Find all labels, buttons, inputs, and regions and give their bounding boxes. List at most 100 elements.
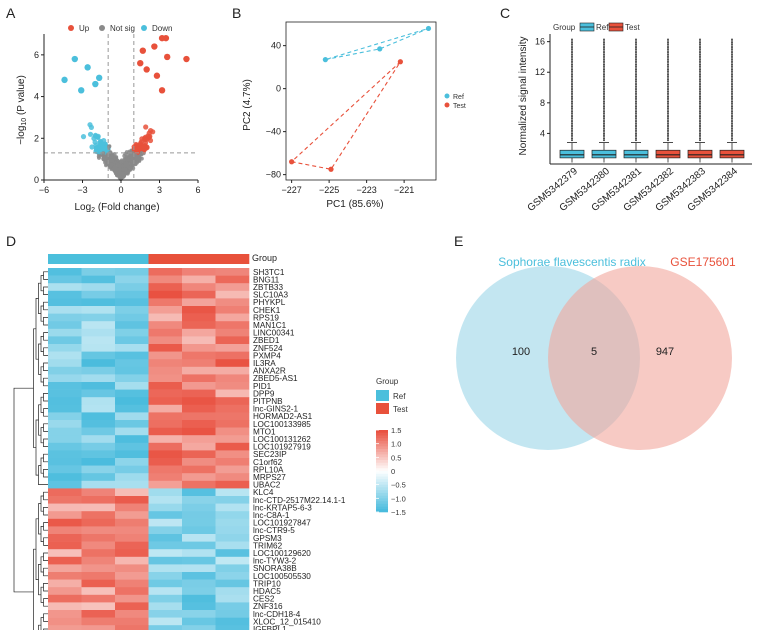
heatmap-cell xyxy=(81,518,116,527)
heatmap-cell xyxy=(115,458,149,466)
heatmap-cell xyxy=(182,290,216,299)
box-outlier xyxy=(603,83,605,86)
dendrogram-branch xyxy=(43,491,48,501)
heatmap-cell xyxy=(115,359,149,368)
dendrogram-branch xyxy=(43,423,48,432)
box-outlier xyxy=(731,48,733,51)
heatmap-cell xyxy=(81,511,116,520)
heatmap-cell xyxy=(215,534,250,542)
heatmap-cell xyxy=(148,351,183,360)
heatmap-cell xyxy=(115,526,149,535)
box-outlier xyxy=(699,115,701,118)
heatmap-cell xyxy=(48,435,82,444)
dendrogram-branch xyxy=(43,469,48,478)
heatmap-cell xyxy=(81,389,116,398)
box-outlier xyxy=(571,38,573,41)
box-outlier xyxy=(699,87,701,89)
box-outlier xyxy=(603,100,605,103)
box-outlier xyxy=(667,110,669,113)
box-outlier xyxy=(699,78,701,81)
pca-x-tick-label: −223 xyxy=(356,185,376,195)
heatmap-cell xyxy=(215,480,250,489)
box-outlier xyxy=(731,63,733,66)
dendrogram-branch xyxy=(40,495,44,512)
box-outlier xyxy=(667,75,669,78)
box-outlier xyxy=(699,72,701,74)
heatmap-cell xyxy=(115,572,149,580)
heatmap-scale-tick-label: 0 xyxy=(391,467,395,476)
heatmap-gene-label: RPL10A xyxy=(253,465,284,474)
heatmap-cell xyxy=(48,389,82,398)
box-outlier xyxy=(571,92,573,95)
panel-d-letter: D xyxy=(6,233,16,249)
volcano-point xyxy=(126,165,131,170)
box-outlier xyxy=(667,38,669,41)
dendrogram-branch xyxy=(40,366,44,383)
y-tick-label: 6 xyxy=(34,50,39,60)
box-outlier xyxy=(603,55,605,58)
panel-c: C Group Ref Test 4 8 12 16 GSM5342379GSM534… xyxy=(500,5,752,214)
box-outlier xyxy=(699,105,701,108)
box-legend-test-label: Test xyxy=(625,23,640,32)
box-outlier xyxy=(603,102,605,105)
box-outlier xyxy=(731,82,733,84)
heatmap-cell xyxy=(81,480,116,489)
heatmap-cell xyxy=(182,564,216,573)
box-outlier xyxy=(731,58,733,61)
box-outlier xyxy=(635,95,637,98)
box-outlier xyxy=(699,67,701,69)
box-outlier xyxy=(699,48,701,51)
heatmap-cell xyxy=(115,336,149,345)
heatmap-cell xyxy=(81,313,116,322)
panel-e-letter: E xyxy=(454,233,463,249)
heatmap-cell xyxy=(115,351,149,360)
pca-legend-ref-dot xyxy=(444,93,450,99)
heatmap-gene-label: LOC100129620 xyxy=(253,549,311,558)
heatmap-cell xyxy=(148,587,183,596)
box-outlier xyxy=(731,73,733,76)
box-outlier xyxy=(635,109,637,111)
box-outlier xyxy=(699,60,701,63)
heatmap-cell xyxy=(115,579,149,588)
heatmap-cell xyxy=(215,518,250,527)
dendrogram-branch xyxy=(40,556,44,573)
box-outlier xyxy=(635,90,637,93)
heatmap-cell xyxy=(81,625,116,630)
box-outlier xyxy=(635,124,637,127)
heatmap-cell xyxy=(182,344,216,352)
volcano-point-down xyxy=(78,87,85,94)
pca-point-test xyxy=(397,59,403,65)
box-outlier xyxy=(731,117,733,120)
box-outlier xyxy=(635,65,637,68)
dendrogram-branch xyxy=(43,583,48,592)
heatmap-cell xyxy=(148,275,183,284)
box-outlier xyxy=(699,139,701,142)
box-outlier xyxy=(603,99,605,101)
heatmap-cell xyxy=(48,511,82,520)
heatmap-cell xyxy=(215,290,250,299)
heatmap-scale-segment xyxy=(376,438,388,442)
box-outlier xyxy=(635,105,637,108)
heatmap-cell xyxy=(182,412,216,421)
heatmap-cell xyxy=(115,427,149,436)
box-outlier xyxy=(635,51,637,54)
legend-notsig-dot xyxy=(99,25,105,31)
box-outlier xyxy=(635,85,637,88)
box-outlier xyxy=(667,65,669,68)
box-outlier xyxy=(571,75,573,78)
box-outlier xyxy=(571,104,573,106)
dendrogram-branch xyxy=(43,286,48,295)
heatmap-cell xyxy=(48,306,82,314)
box-outlier xyxy=(731,120,733,123)
box-outlier xyxy=(667,58,669,61)
heatmap-cell xyxy=(81,290,116,299)
box-outlier xyxy=(571,41,573,44)
dendrogram-branch xyxy=(35,419,39,476)
box-outlier xyxy=(731,134,733,137)
heatmap-cell xyxy=(215,298,250,307)
panel-c-letter: C xyxy=(500,5,510,21)
dendrogram-branch xyxy=(38,564,41,596)
heatmap-gene-label: SNORA38B xyxy=(253,564,297,573)
box-outlier xyxy=(635,97,637,100)
heatmap-cell xyxy=(48,313,82,322)
